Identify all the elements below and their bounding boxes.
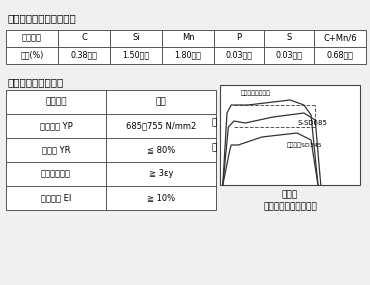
Bar: [6, 90, 216, 210]
Text: ≧ 10%: ≧ 10%: [147, 194, 175, 203]
Text: Si: Si: [132, 34, 140, 42]
Text: 応

力: 応 力: [211, 118, 217, 152]
Text: 従来鉄筋SD345: 従来鉄筋SD345: [287, 142, 323, 148]
Text: S: S: [286, 34, 292, 42]
Text: ひずみ: ひずみ: [282, 190, 298, 200]
Text: ≧ 3εy: ≧ 3εy: [149, 170, 173, 178]
Text: 熱処理型高強度鋼: 熱処理型高強度鋼: [241, 90, 271, 96]
Text: 0.38以下: 0.38以下: [71, 50, 98, 60]
Text: 規格(%): 規格(%): [20, 50, 44, 60]
Text: S-SD685: S-SD685: [297, 120, 327, 126]
Text: 1.80以下: 1.80以下: [175, 50, 202, 60]
Text: 化学成分: 化学成分: [22, 34, 42, 42]
Text: 0.03以下: 0.03以下: [225, 50, 252, 60]
Text: ・高強度鉄筋の化学成分: ・高強度鉄筋の化学成分: [8, 13, 77, 23]
Text: 1.50以下: 1.50以下: [122, 50, 149, 60]
Text: 高強度鉄筋の要求特性: 高強度鉄筋の要求特性: [263, 203, 317, 211]
Text: ・高強度鉄筋の規格: ・高強度鉄筋の規格: [8, 77, 64, 87]
Text: 降伏強度 YP: 降伏強度 YP: [40, 121, 73, 131]
Text: 要求項目: 要求項目: [45, 97, 67, 107]
Text: 破断伸び EI: 破断伸び EI: [41, 194, 71, 203]
Bar: [220, 85, 360, 185]
Text: P: P: [236, 34, 242, 42]
Text: 降伏比 YR: 降伏比 YR: [42, 146, 70, 154]
Text: Mn: Mn: [182, 34, 194, 42]
Text: C: C: [81, 34, 87, 42]
Text: 685〜755 N/mm2: 685〜755 N/mm2: [126, 121, 196, 131]
Text: 0.68以下: 0.68以下: [326, 50, 353, 60]
Text: C+Mn/6: C+Mn/6: [323, 34, 357, 42]
Text: 規格: 規格: [156, 97, 166, 107]
Bar: [6, 30, 366, 64]
Text: 0.03以下: 0.03以下: [276, 50, 303, 60]
Text: 降伏棚の長さ: 降伏棚の長さ: [41, 170, 71, 178]
Text: ≦ 80%: ≦ 80%: [147, 146, 175, 154]
